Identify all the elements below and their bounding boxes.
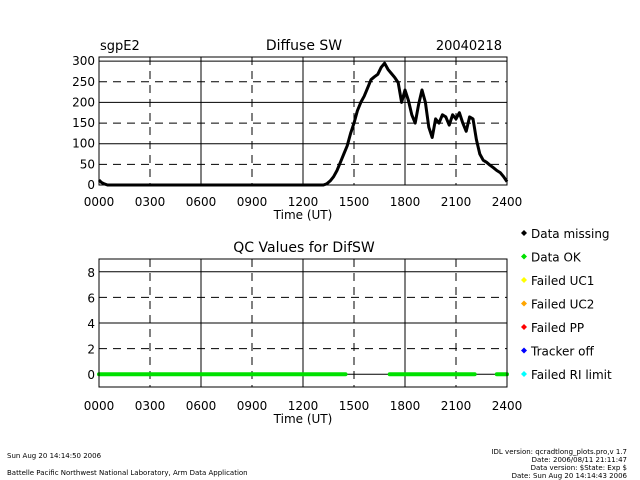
legend-marker-failed-uc2: [521, 300, 527, 307]
legend-marker-failed-ri-limit: [521, 371, 527, 377]
bottom-x-tick-label: 1500: [339, 399, 370, 413]
top-chart-gridlines: [99, 57, 507, 185]
legend-label: Failed UC2: [531, 298, 594, 312]
bottom-x-tick-label: 1200: [288, 399, 319, 413]
bottom-x-tick-label: 0300: [135, 399, 166, 413]
bottom-chart-frame: [98, 258, 508, 388]
top-y-tick-label: 50: [80, 157, 95, 171]
legend-marker-data-missing: [521, 230, 527, 236]
bottom-x-tick-label: 1800: [390, 399, 421, 413]
top-y-tick-label: 100: [72, 137, 95, 151]
bottom-y-tick-label: 2: [87, 343, 95, 357]
bottom-chart-title: QC Values for DifSW: [233, 240, 375, 256]
date-label: 20040218: [436, 39, 502, 54]
top-x-tick-label: 0900: [237, 195, 268, 209]
top-chart-title: Diffuse SW: [266, 38, 342, 54]
bottom-x-tick-label: 0600: [186, 399, 217, 413]
qc-legend: Data missing Data OK Failed UC1 Failed UC2 F…: [521, 227, 612, 382]
site-label: sgpE2: [100, 39, 140, 54]
bottom-x-tick-label: 2400: [492, 399, 523, 413]
footer-idl-version: IDL version: qcradtlong_plots.pro,v 1.7: [491, 448, 627, 456]
top-y-tick-label: 250: [72, 75, 95, 89]
bottom-x-tick-label: 0000: [84, 399, 115, 413]
top-chart-x-axis-label: Time (UT): [273, 208, 333, 222]
top-x-tick-label: 2400: [492, 195, 523, 209]
top-y-tick-label: 150: [72, 116, 95, 130]
bottom-x-tick-label: 0900: [237, 399, 268, 413]
legend-label: Tracker off: [530, 345, 594, 359]
top-x-tick-label: 0000: [84, 195, 115, 209]
top-x-tick-label: 1800: [390, 195, 421, 209]
diffuse-sw-series-line: [97, 61, 509, 187]
top-chart-y-tick-labels: 0 50 100 150 200 250 300: [72, 54, 95, 192]
footer-data-date: Date: Sun Aug 20 14:14:43 2006: [511, 472, 627, 480]
top-x-tick-label: 2100: [441, 195, 472, 209]
bottom-y-tick-label: 4: [87, 317, 95, 331]
bottom-chart-x-axis-label: Time (UT): [273, 412, 333, 426]
top-chart-frame: [98, 56, 508, 186]
bottom-y-tick-label: 0: [87, 368, 95, 382]
top-x-tick-label: 1500: [339, 195, 370, 209]
bottom-x-tick-label: 2100: [441, 399, 472, 413]
legend-label: Data OK: [531, 251, 582, 265]
legend-label: Failed PP: [531, 321, 584, 335]
diffuse-sw-chart: sgpE2 Diffuse SW 20040218 0 50 100 150 200 25…: [72, 38, 522, 222]
legend-label: Failed UC1: [531, 274, 594, 288]
bottom-y-tick-label: 6: [87, 291, 95, 305]
bottom-chart-y-tick-labels: 0 2 4 6 8: [87, 266, 95, 382]
top-y-tick-label: 300: [72, 54, 95, 68]
bottom-chart-gridlines: [99, 259, 507, 387]
legend-marker-tracker-off: [521, 347, 527, 354]
top-y-tick-label: 200: [72, 95, 95, 109]
qc-values-chart: QC Values for DifSW 0 2 4 6 8 0000 0300 0600 09…: [84, 227, 612, 426]
bottom-y-tick-label: 8: [87, 266, 95, 280]
footer-timestamp: Sun Aug 20 14:14:50 2006: [7, 452, 102, 460]
top-x-tick-label: 0600: [186, 195, 217, 209]
footer-data-version: Data version: $State: Exp $: [530, 464, 627, 472]
top-y-tick-label: 0: [87, 178, 95, 192]
legend-label: Data missing: [531, 227, 610, 241]
top-x-tick-label: 0300: [135, 195, 166, 209]
legend-marker-failed-uc1: [521, 277, 527, 283]
legend-marker-data-ok: [521, 253, 527, 260]
bottom-chart-x-tick-labels: 0000 0300 0600 0900 1200 1500 1800 2100 2400: [84, 399, 523, 413]
footer-lab: Battelle Pacific Northwest National Labo…: [7, 469, 248, 477]
top-x-tick-label: 1200: [288, 195, 319, 209]
top-chart-x-tick-labels: 0000 0300 0600 0900 1200 1500 1800 2100 2400: [84, 195, 523, 209]
legend-marker-failed-pp: [521, 324, 527, 330]
footer-date: Date: 2006/08/11 21:11:47: [531, 456, 627, 464]
legend-label: Failed RI limit: [531, 368, 612, 382]
